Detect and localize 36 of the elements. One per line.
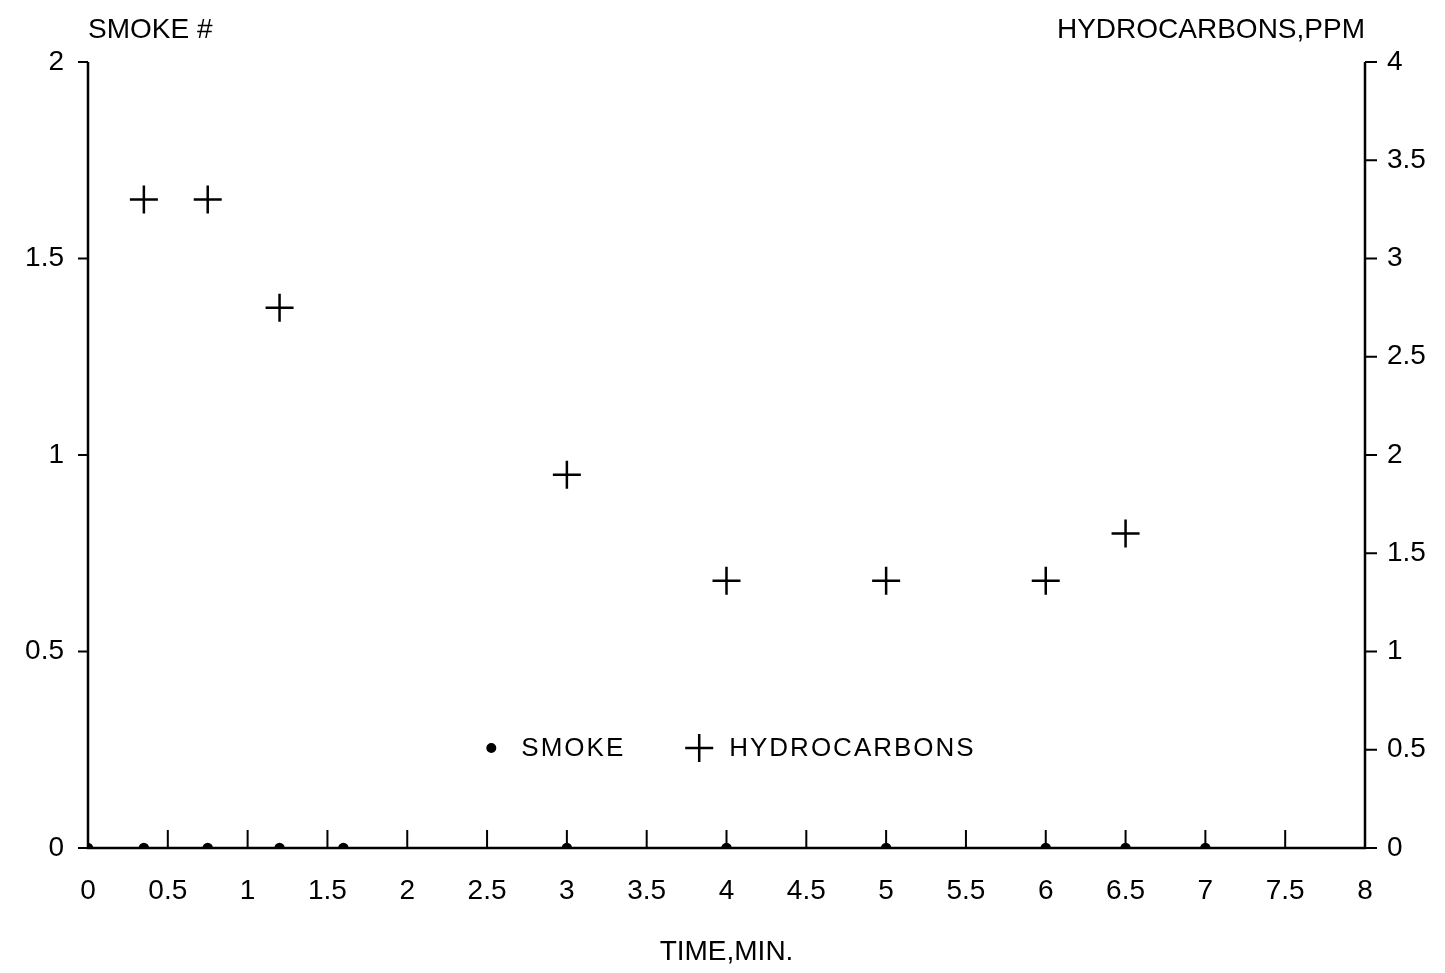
x-tick-label: 4.5 [786,873,826,905]
y-axis-title: SMOKE # [88,12,213,44]
x-tick-label: 7.5 [1265,873,1305,905]
y2-tick-label: 4 [1387,44,1403,76]
y2-tick-label: 2.5 [1387,339,1426,371]
y2-tick-label: 1.5 [1387,535,1426,567]
x-tick-label: 7 [1197,873,1214,905]
y2-tick-label: 2 [1387,437,1403,469]
x-axis-title: TIME,MIN. [659,934,794,966]
y-tick-label: 2 [48,44,64,76]
y2-tick-label: 0.5 [1387,732,1426,764]
y-tick-label: 0 [48,830,64,862]
x-tick-label: 8 [1357,873,1373,905]
legend-label: SMOKE [521,732,626,763]
x-tick-label: 6 [1037,873,1054,905]
y2-tick-label: 1 [1387,634,1403,666]
x-tick-label: 3.5 [627,873,667,905]
x-tick-label: 5 [878,873,894,905]
x-tick-label: 1 [239,873,256,905]
x-tick-label: 4 [718,873,735,905]
x-tick-label: 1.5 [307,873,347,905]
x-tick-label: 0.5 [148,873,188,905]
x-tick-label: 2.5 [467,873,507,905]
y2-tick-label: 3 [1387,241,1403,273]
x-tick-label: 5.5 [946,873,986,905]
x-tick-label: 6.5 [1106,873,1146,905]
y-tick-label: 1 [48,437,64,469]
legend-label: HYDROCARBONS [729,732,976,763]
x-tick-label: 0 [80,873,96,905]
y-tick-label: 0.5 [25,634,64,666]
y-tick-label: 1.5 [25,241,64,273]
x-tick-label: 2 [399,873,416,905]
x-tick-label: 3 [559,873,575,905]
y2-axis-title: HYDROCARBONS,PPM [1056,12,1365,44]
y2-tick-label: 3.5 [1387,142,1426,174]
y2-tick-label: 0 [1387,830,1403,862]
